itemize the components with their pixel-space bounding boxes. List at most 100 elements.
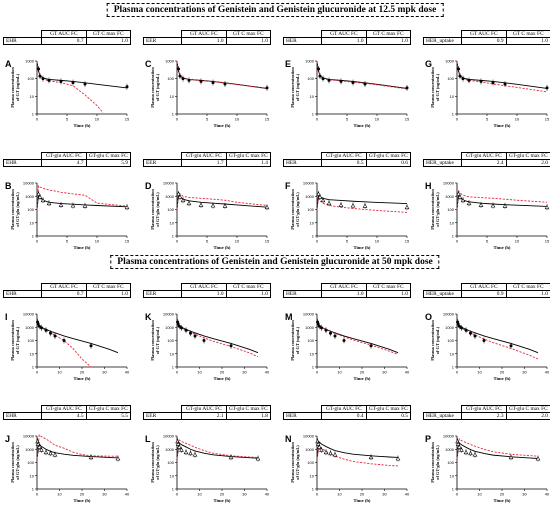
fc-table-eer-gtglu-12-5: GT-glu AUC FC GT-glu C max FC EER 1.7 1.4 xyxy=(142,152,272,167)
x-tick-label: 20 xyxy=(360,492,365,497)
y-tick-label: 100 xyxy=(447,460,454,465)
y-tick-label: 1 xyxy=(32,112,35,117)
observed-point xyxy=(202,339,206,342)
cmax-value: 1.0 xyxy=(505,290,550,298)
cmax-header: GT C max FC xyxy=(365,30,412,38)
y-tick-label: 10 xyxy=(310,473,315,478)
model-cell: HER xyxy=(282,412,323,420)
observed-point xyxy=(70,203,76,208)
x-tick-label: 30 xyxy=(102,370,107,375)
y-tick-label: 10 xyxy=(170,473,175,478)
y-tick-label: 10 xyxy=(30,94,35,99)
observed-point xyxy=(59,79,63,83)
observed-point xyxy=(62,339,66,342)
y-tick-label: 1000 xyxy=(25,325,35,330)
observed-point xyxy=(177,194,183,199)
observed-point xyxy=(319,447,324,452)
observed-point xyxy=(187,78,191,82)
fc-table-her-gtglu-50: GT-glu AUC FC GT-glu C max FC HER 0.4 0.5 xyxy=(282,405,412,420)
panel-n: N 1 10 100 1000 10000 0 10 20 30 40 Time (h) Plasma … xyxy=(283,433,411,507)
predicted-solid-line xyxy=(316,441,399,459)
y-axis-label: of GT (ng/mL) xyxy=(435,326,440,354)
y-axis-label: Plasma concentration xyxy=(430,320,435,361)
y-axis-label: Plasma concentration xyxy=(290,189,295,230)
y-tick-label: 1000 xyxy=(25,59,35,64)
panel-m: M 1 10 100 1000 10000 0 10 20 30 40 Time (h) Plasma … xyxy=(283,311,411,385)
observed-point xyxy=(229,344,233,348)
table-corner xyxy=(424,31,462,38)
panel-letter: M xyxy=(285,312,293,322)
table-corner xyxy=(4,31,42,38)
y-tick-label: 100 xyxy=(447,76,454,81)
y-tick-label: 10000 xyxy=(23,181,35,186)
observed-point xyxy=(37,194,43,199)
x-tick-label: 10 xyxy=(375,239,380,244)
observed-point xyxy=(83,82,87,86)
observed-point xyxy=(369,344,373,348)
x-tick-label: 10 xyxy=(57,492,62,497)
auc-value: 0.9 xyxy=(461,290,507,298)
table-corner xyxy=(424,153,462,160)
observed-point xyxy=(82,203,88,208)
panel-k: K 1 10 100 1000 10000 0 10 20 30 40 Time (h) Plasma … xyxy=(143,311,271,385)
observed-point xyxy=(179,447,184,452)
fc-table-her_uptake-gtglu-12-5: GT-glu AUC FC GT-glu C max FC HER_uptake 2.… xyxy=(422,152,550,167)
x-axis-label: Time (h) xyxy=(214,376,231,381)
y-tick-label: 10000 xyxy=(23,312,35,317)
plot-j: J 1 10 100 1000 10000 0 10 20 30 40 Time (h) Plasma … xyxy=(5,434,130,504)
y-tick-label: 100 xyxy=(447,338,454,343)
observed-point xyxy=(184,328,188,332)
model-cell: HER xyxy=(282,290,323,298)
observed-point xyxy=(223,82,227,86)
y-tick-label: 1000 xyxy=(445,194,455,199)
observed-point xyxy=(189,331,192,335)
panel-letter: C xyxy=(145,59,152,69)
cmax-header: GT-glu C max FC xyxy=(505,152,550,160)
y-axis-label: of GT (ng/mL) xyxy=(295,73,300,101)
y-axis-label: Plasma concentration xyxy=(290,442,295,483)
cmax-value: 1.0 xyxy=(225,290,272,298)
observed-point xyxy=(490,203,496,208)
observed-point xyxy=(457,324,461,328)
observed-point xyxy=(181,77,185,81)
y-axis-label: of GT (ng/mL) xyxy=(15,326,20,354)
y-tick-label: 100 xyxy=(167,460,174,465)
x-tick-label: 10 xyxy=(337,492,342,497)
predicted-dashed-line xyxy=(456,61,548,93)
x-tick-label: 15 xyxy=(265,239,270,244)
x-tick-label: 10 xyxy=(235,239,240,244)
auc-value: 1.0 xyxy=(321,290,367,298)
auc-header: GT-glu AUC FC xyxy=(321,405,367,413)
observed-point xyxy=(192,452,198,457)
predicted-dashed-line xyxy=(456,189,548,210)
observed-point xyxy=(228,454,234,460)
x-tick-label: 40 xyxy=(405,492,410,497)
x-tick-label: 0 xyxy=(456,492,459,497)
y-axis-label: Plasma concentration xyxy=(290,67,295,108)
predicted-dashed-line xyxy=(316,444,399,467)
observed-point xyxy=(48,450,53,456)
x-tick-label: 0 xyxy=(456,239,459,244)
panel-letter: D xyxy=(145,181,152,191)
observed-point xyxy=(316,444,322,449)
observed-point xyxy=(71,81,75,85)
x-tick-label: 0 xyxy=(36,492,39,497)
auc-header: GT-glu AUC FC xyxy=(181,152,227,160)
table-corner xyxy=(424,284,462,291)
cmax-header: GT C max FC xyxy=(225,283,272,291)
fc-table-ehr-gt-50: GT AUC FC GT C max FC EHR 0.7 1.0 xyxy=(2,283,132,298)
panel-letter: F xyxy=(285,181,291,191)
auc-value: 4.7 xyxy=(41,159,87,167)
panel-j: J 1 10 100 1000 10000 0 10 20 30 40 Time (h) Plasma … xyxy=(3,433,131,507)
fc-table-eer-gtglu-50: GT-glu AUC FC GT-glu C max FC EER 2.1 1.8 xyxy=(142,405,272,420)
observed-point xyxy=(464,328,468,332)
observed-point xyxy=(395,456,401,461)
observed-point xyxy=(115,456,121,461)
y-tick-label: 10000 xyxy=(23,434,35,439)
observed-point xyxy=(37,67,40,71)
y-tick-label: 1000 xyxy=(165,447,175,452)
cmax-header: GT-glu C max FC xyxy=(505,405,550,413)
observed-point xyxy=(198,202,204,207)
auc-header: GT AUC FC xyxy=(41,283,87,291)
x-tick-label: 40 xyxy=(125,492,130,497)
